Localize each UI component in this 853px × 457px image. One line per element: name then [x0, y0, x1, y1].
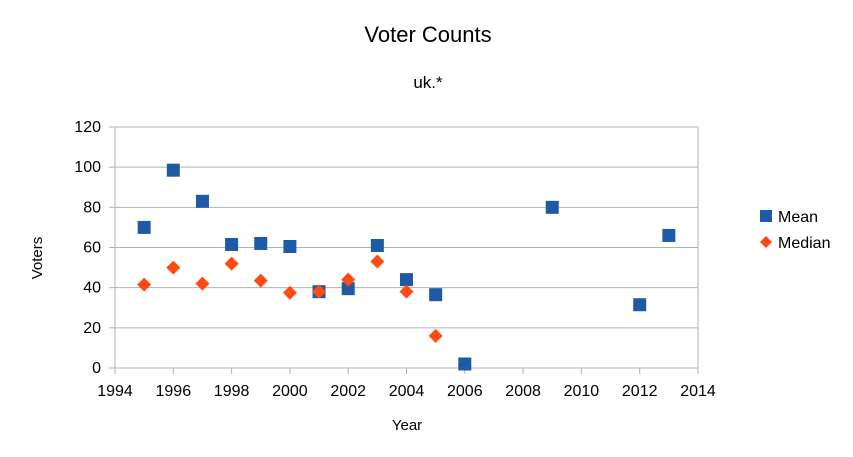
mean-point: [341, 282, 355, 296]
mean-point: [370, 238, 384, 252]
y-tick-label: 20: [83, 320, 101, 337]
mean-point: [458, 357, 472, 371]
mean-point: [137, 220, 151, 234]
mean-point: [254, 236, 268, 250]
median-point: [341, 272, 356, 287]
x-axis-label: Year: [392, 417, 422, 434]
y-axis-label: Voters: [29, 237, 46, 280]
y-tick-label: 40: [83, 280, 101, 297]
median-point: [312, 284, 327, 299]
x-tick-label: 2002: [330, 383, 366, 400]
median-point: [137, 277, 152, 292]
median-point: [399, 284, 414, 299]
chart-title: Voter Counts: [364, 22, 491, 47]
x-tick-label: 1996: [156, 383, 192, 400]
median-point: [282, 285, 297, 300]
median-point: [253, 273, 268, 288]
mean-point: [545, 200, 559, 214]
y-tick-label: 80: [83, 199, 101, 216]
tick-labels: 0 20 40 60 80 100 120 1994 1996 1998 2000 2002 2004 2…: [74, 119, 716, 400]
median-point: [166, 260, 181, 275]
x-tick-label: 2008: [505, 383, 541, 400]
chart-subtitle: uk.*: [413, 73, 443, 92]
grid-lines: [115, 126, 698, 369]
axes: [109, 126, 699, 374]
mean-point: [195, 194, 209, 208]
median-point: [428, 328, 443, 343]
mean-point: [662, 228, 676, 242]
legend: Mean Median: [760, 209, 830, 252]
mean-point: [283, 239, 297, 253]
legend-mean-label: Mean: [778, 209, 818, 226]
x-tick-label: 2010: [564, 383, 600, 400]
legend-median-swatch: [760, 236, 772, 248]
median-point: [370, 254, 385, 269]
y-tick-label: 0: [92, 360, 101, 377]
mean-point: [633, 298, 647, 312]
data-points: [137, 163, 676, 371]
x-tick-label: 2014: [680, 383, 716, 400]
x-tick-label: 1994: [97, 383, 133, 400]
y-tick-label: 120: [74, 119, 101, 136]
legend-median-label: Median: [778, 235, 830, 252]
x-tick-label: 2000: [272, 383, 308, 400]
x-tick-label: 1998: [214, 383, 250, 400]
legend-mean-swatch: [760, 210, 772, 222]
x-tick-label: 2006: [447, 383, 483, 400]
mean-point: [429, 288, 443, 302]
median-point: [195, 276, 210, 291]
x-tick-label: 2004: [389, 383, 425, 400]
mean-point: [400, 273, 413, 287]
median-point: [224, 256, 239, 271]
y-tick-label: 100: [74, 159, 101, 176]
mean-point: [225, 237, 239, 251]
mean-point: [166, 163, 180, 177]
y-tick-label: 60: [83, 240, 101, 257]
x-tick-label: 2012: [622, 383, 658, 400]
